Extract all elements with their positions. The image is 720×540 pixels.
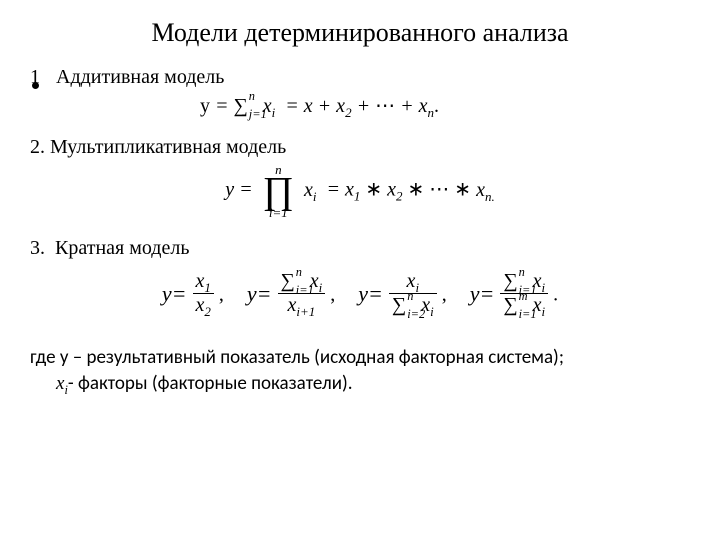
where-line-2: xi- факторы (факторные показатели).: [30, 371, 690, 397]
ratio-a: y= x1 x2: [162, 270, 214, 317]
item-1-marker: 1: [30, 66, 56, 89]
equation-multiplicative: y = n ∏ i=1 xi = x1 ∗ x2 ∗ ⋯ ∗ xn.: [30, 163, 690, 219]
slide: Модели детерминированного анализа 1 Адди…: [0, 0, 720, 540]
equation-ratio-set: y= x1 x2 , y= ∑ni=1 xi xi+1 , y= xi ∑ni=: [30, 270, 690, 317]
item-3-label: Кратная модель: [55, 237, 189, 259]
ratio-b: y= ∑ni=1 xi xi+1: [247, 270, 325, 317]
item-2-row: 2. Мультипликативная модель: [30, 136, 690, 159]
where-line-1: где y – результативный показатель (исход…: [30, 345, 690, 371]
item-1-row: 1 Аддитивная модель: [30, 66, 690, 89]
item-2-number: 2.: [30, 136, 45, 158]
item-2-label: Мультипликативная модель: [50, 136, 286, 158]
item-1-label: Аддитивная модель: [56, 66, 224, 89]
where-block: где y – результативный показатель (исход…: [30, 345, 690, 396]
item-3-number: 3.: [30, 237, 45, 259]
bullet-dot-icon: [32, 82, 39, 89]
product-symbol: n ∏ i=1: [263, 163, 294, 219]
page-title: Модели детерминированного анализа: [30, 18, 690, 48]
equation-additive: y = ∑nj=1 xi = x + x2 + ⋯ + xn.: [30, 93, 690, 118]
ratio-c: y= xi ∑ni=2 xi: [358, 270, 436, 317]
ratio-d: y= ∑ni=1 xi ∑mi=1 xi: [470, 270, 548, 317]
item-3-row: 3. Кратная модель: [30, 237, 690, 260]
